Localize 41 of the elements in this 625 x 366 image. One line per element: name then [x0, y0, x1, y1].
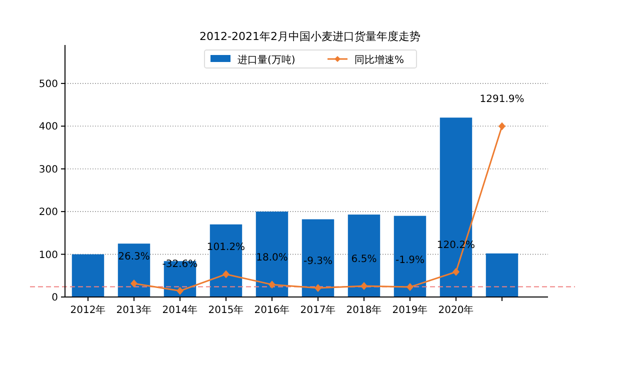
x-tick-label: 2020年	[438, 304, 474, 316]
point	[130, 280, 138, 288]
data-label: 6.5%	[351, 254, 377, 265]
y-tick-label: 400	[38, 122, 58, 133]
data-label: -1.9%	[395, 255, 425, 266]
bar	[348, 214, 380, 297]
bar	[256, 212, 288, 297]
point	[176, 286, 184, 295]
x-tick-label: 2014年	[162, 304, 198, 316]
legend-label: 进口量(万吨)	[238, 54, 296, 66]
y-tick-label: 200	[38, 207, 58, 218]
legend-label: 同比增速%	[354, 54, 404, 66]
point	[268, 280, 276, 289]
bar	[302, 219, 334, 297]
point	[498, 122, 506, 130]
y-tick-label: 500	[38, 78, 58, 90]
point	[452, 268, 460, 276]
y-tick-label: 0	[52, 292, 58, 304]
chart-title: 2012-2021年2月中国小麦进口货量年度走势	[200, 30, 420, 43]
x-tick-label: 2015年	[208, 304, 244, 316]
point	[360, 282, 368, 290]
data-label: 18.0%	[256, 252, 288, 264]
point	[314, 284, 322, 292]
x-tick-label: 2012年	[70, 304, 106, 316]
bar	[72, 254, 104, 297]
x-tick-label: 2017年	[300, 304, 336, 316]
x-tick-label: 2018年	[346, 304, 382, 316]
point	[222, 270, 230, 278]
x-tick-label: 2019年	[392, 304, 428, 316]
bar	[118, 244, 150, 297]
bar	[394, 216, 426, 297]
data-label: 1291.9%	[480, 94, 524, 106]
x-tick-label: 2013年	[116, 304, 152, 316]
y-tick-label: 300	[38, 164, 58, 176]
data-label: 26.3%	[118, 252, 150, 263]
point	[406, 283, 414, 292]
data-label: -9.3%	[303, 256, 333, 267]
y-tick-label: 100	[38, 250, 58, 261]
x-tick-label: 2016年	[254, 304, 290, 316]
bar	[486, 253, 518, 297]
bar	[440, 118, 472, 297]
